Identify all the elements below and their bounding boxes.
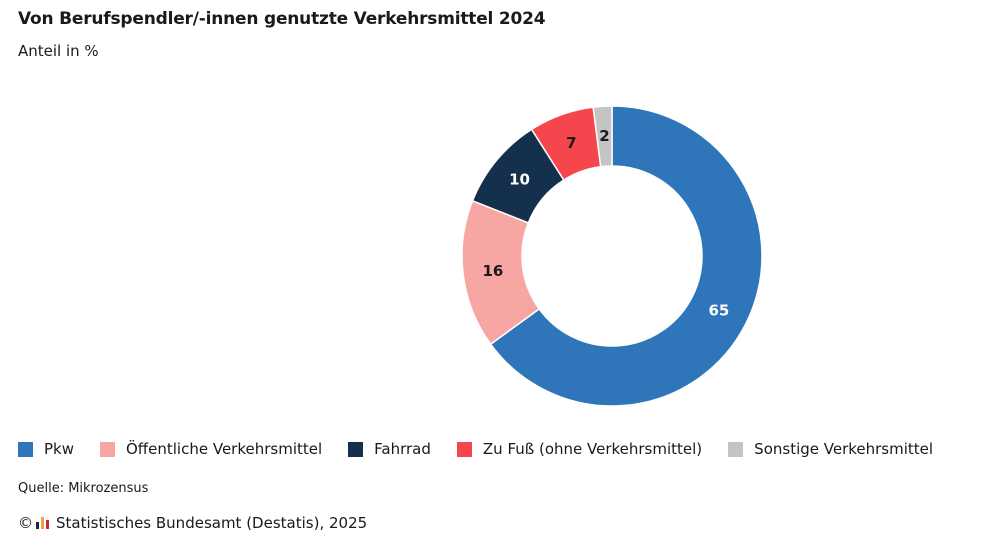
- legend-item-oeffentliche-verkehrsmittel: Öffentliche Verkehrsmittel: [100, 440, 322, 458]
- chart-title: Von Berufspendler/-innen genutzte Verkeh…: [18, 9, 546, 29]
- chart-subtitle: Anteil in %: [18, 42, 99, 60]
- data-label-pkw: 65: [708, 301, 729, 319]
- destatis-logo-icon: [36, 517, 50, 529]
- legend-swatch: [456, 441, 472, 457]
- legend-swatch: [18, 441, 33, 457]
- legend-label: Zu Fuß (ohne Verkehrsmittel): [482, 440, 703, 458]
- chart-legend: Pkw Öffentliche Verkehrsmittel Fahrrad Zu F…: [18, 440, 933, 458]
- legend-item-pkw: Pkw: [18, 440, 74, 458]
- slice-pkw: [489, 105, 763, 407]
- legend-label: Öffentliche Verkehrsmittel: [126, 440, 323, 458]
- legend-swatch: [100, 441, 115, 457]
- legend-label: Pkw: [44, 440, 74, 458]
- source-note: Quelle: Mikrozensus: [18, 481, 149, 496]
- legend-item-fahrrad: Fahrrad: [348, 440, 431, 458]
- copyright-note: © Statistisches Bundesamt (Destatis), 20…: [18, 514, 367, 532]
- legend-swatch: [348, 441, 364, 457]
- slice-sonstige-verkehrsmittel: [592, 105, 613, 168]
- copyright-symbol: ©: [18, 514, 33, 532]
- data-label-fahrrad: 10: [509, 171, 530, 189]
- data-label-zu-fuss-ohne-verkehrsmittel: 7: [566, 134, 576, 152]
- data-label-sonstige-verkehrsmittel: 2: [599, 127, 609, 145]
- legend-swatch: [728, 441, 744, 457]
- data-label-oeffentliche-verkehrsmittel: 16: [483, 262, 504, 280]
- legend-label: Fahrrad: [374, 440, 431, 458]
- legend-label: Sonstige Verkehrsmittel: [754, 440, 934, 458]
- legend-item-zu-fuss-ohne-verkehrsmittel: Zu Fuß (ohne Verkehrsmittel): [456, 440, 703, 458]
- copyright-text: Statistisches Bundesamt (Destatis), 2025: [56, 514, 368, 532]
- legend-item-sonstige-verkehrsmittel: Sonstige Verkehrsmittel: [728, 440, 933, 458]
